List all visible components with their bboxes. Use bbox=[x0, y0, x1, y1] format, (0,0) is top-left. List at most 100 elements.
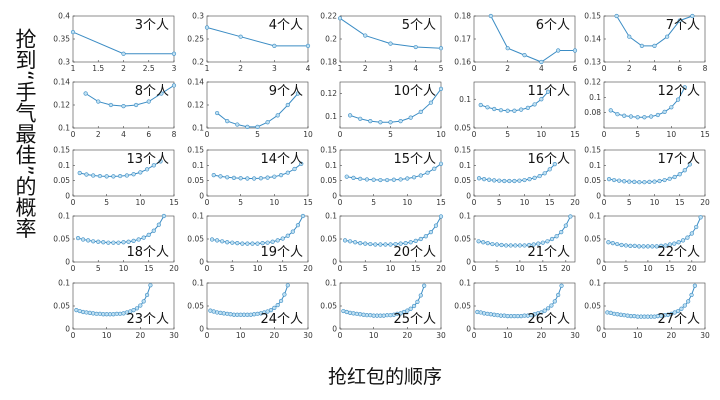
data-point bbox=[388, 313, 393, 318]
data-point bbox=[515, 314, 520, 319]
y-tick-label: 0 bbox=[199, 325, 204, 334]
data-point bbox=[158, 159, 163, 164]
data-point bbox=[388, 120, 393, 125]
panel-title: 19个人 bbox=[260, 245, 303, 260]
panel-title: 26个人 bbox=[527, 312, 570, 327]
panel-title: 7个人 bbox=[666, 18, 700, 33]
data-point bbox=[545, 89, 551, 94]
data-point bbox=[539, 97, 544, 102]
data-point bbox=[252, 176, 257, 181]
data-point bbox=[238, 176, 243, 181]
y-tick-label: 0.14 bbox=[187, 78, 204, 87]
y-tick-label: 0.1 bbox=[325, 112, 337, 121]
data-point bbox=[270, 239, 275, 244]
x-tick-label: 1 bbox=[71, 64, 76, 73]
data-point bbox=[632, 243, 637, 248]
data-point bbox=[348, 310, 353, 316]
x-tick-label: 0 bbox=[205, 130, 210, 139]
data-point bbox=[104, 174, 109, 179]
data-point bbox=[231, 312, 237, 317]
data-point bbox=[690, 13, 695, 19]
data-point bbox=[526, 242, 532, 248]
data-point bbox=[363, 33, 368, 38]
data-point bbox=[517, 178, 522, 183]
data-point bbox=[549, 236, 555, 242]
data-point bbox=[408, 115, 413, 120]
x-tick-label: 10 bbox=[515, 264, 525, 273]
data-point bbox=[679, 306, 684, 311]
data-point bbox=[608, 108, 613, 113]
data-point bbox=[475, 309, 480, 315]
data-point bbox=[171, 83, 177, 88]
y-tick-label: 0.22 bbox=[320, 12, 337, 21]
data-point bbox=[121, 311, 126, 316]
data-point bbox=[531, 242, 536, 247]
data-point bbox=[638, 314, 644, 319]
data-point bbox=[358, 176, 363, 181]
data-line bbox=[490, 15, 575, 63]
data-point bbox=[265, 175, 270, 180]
data-point bbox=[235, 122, 240, 127]
data-point bbox=[672, 174, 677, 180]
x-tick-label: 4 bbox=[121, 130, 126, 139]
data-point bbox=[677, 18, 682, 23]
data-point bbox=[545, 306, 551, 311]
data-line bbox=[77, 215, 165, 244]
x-tick-label: 20 bbox=[700, 198, 710, 207]
data-point bbox=[258, 176, 263, 181]
data-point bbox=[540, 240, 545, 245]
y-tick-label: 0 bbox=[332, 258, 337, 267]
x-tick-label: 5 bbox=[238, 198, 243, 207]
x-tick-label: 0 bbox=[472, 264, 477, 273]
data-point bbox=[225, 311, 230, 316]
x-tick-label: 6 bbox=[146, 130, 151, 139]
x-tick-label: 5 bbox=[495, 264, 500, 273]
data-point bbox=[378, 242, 383, 247]
data-point bbox=[476, 239, 481, 244]
data-point bbox=[107, 312, 113, 317]
panel-title: 15个人 bbox=[393, 152, 436, 167]
data-point bbox=[368, 241, 373, 247]
x-tick-label: 0 bbox=[472, 130, 477, 139]
data-point bbox=[292, 166, 297, 172]
data-point bbox=[348, 113, 353, 118]
data-point bbox=[619, 242, 624, 248]
x-tick-label: 0 bbox=[602, 331, 607, 340]
y-tick-label: 0.12 bbox=[320, 89, 337, 98]
data-point bbox=[134, 306, 140, 311]
x-tick-label: 2 bbox=[363, 64, 368, 73]
data-point bbox=[299, 161, 304, 166]
y-tick-label: 0.13 bbox=[584, 58, 601, 67]
y-tick-label: 0 bbox=[466, 192, 471, 201]
data-point bbox=[505, 108, 510, 113]
data-point bbox=[481, 240, 486, 245]
data-point bbox=[539, 59, 544, 65]
data-point bbox=[682, 168, 687, 173]
y-tick-label: 0.2 bbox=[192, 58, 204, 67]
data-point bbox=[220, 239, 225, 244]
y-tick-label: 0.05 bbox=[454, 124, 471, 133]
data-point bbox=[275, 113, 280, 118]
y-tick-label: 0.15 bbox=[454, 146, 471, 155]
x-tick-label: 5 bbox=[505, 130, 510, 139]
x-tick-label: 15 bbox=[700, 130, 710, 139]
data-point bbox=[136, 237, 141, 242]
data-point bbox=[507, 178, 512, 184]
data-point bbox=[77, 308, 82, 314]
data-point bbox=[228, 312, 233, 317]
data-point bbox=[138, 303, 143, 308]
data-point bbox=[663, 243, 668, 248]
x-tick-label: 3 bbox=[388, 64, 393, 73]
data-point bbox=[485, 311, 490, 316]
data-point bbox=[527, 177, 532, 182]
data-point bbox=[300, 213, 306, 219]
y-tick-label: 0 bbox=[332, 325, 337, 334]
data-point bbox=[218, 310, 223, 316]
data-point bbox=[658, 243, 664, 248]
y-tick-label: 0.1 bbox=[459, 212, 471, 221]
data-point bbox=[391, 177, 396, 182]
data-point bbox=[522, 52, 527, 58]
data-point bbox=[667, 176, 672, 181]
data-point bbox=[545, 239, 550, 244]
data-point bbox=[559, 230, 564, 235]
